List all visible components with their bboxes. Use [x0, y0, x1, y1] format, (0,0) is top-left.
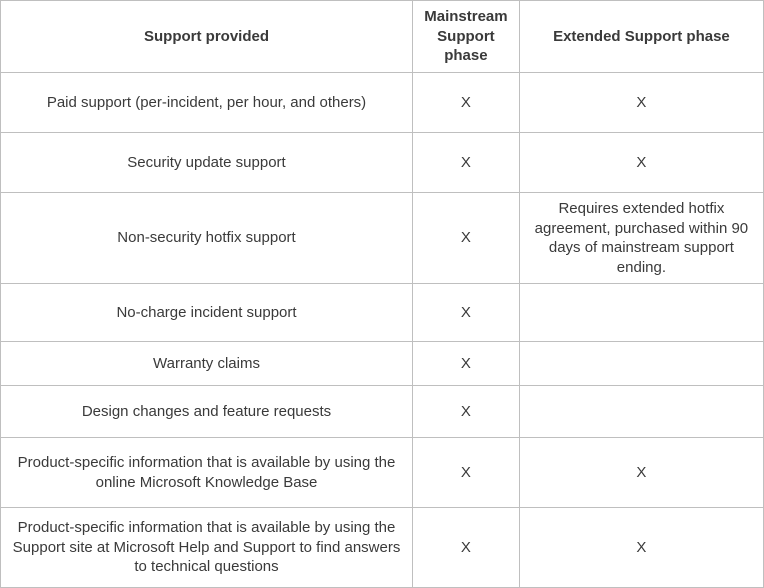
cell-support: Design changes and feature requests: [1, 386, 413, 438]
cell-extended: X: [519, 73, 763, 133]
cell-support: Product-specific information that is ava…: [1, 508, 413, 588]
cell-extended: [519, 386, 763, 438]
header-extended-support: Extended Support phase: [519, 1, 763, 73]
cell-extended: [519, 342, 763, 386]
cell-support: No-charge incident support: [1, 284, 413, 342]
cell-mainstream: X: [413, 386, 520, 438]
table-body: Paid support (per-incident, per hour, an…: [1, 73, 764, 588]
table-header: Support provided Mainstream Support phas…: [1, 1, 764, 73]
table-row: No-charge incident support X: [1, 284, 764, 342]
cell-mainstream: X: [413, 284, 520, 342]
header-mainstream-support: Mainstream Support phase: [413, 1, 520, 73]
cell-mainstream: X: [413, 193, 520, 284]
cell-mainstream: X: [413, 133, 520, 193]
table-row: Product-specific information that is ava…: [1, 508, 764, 588]
support-lifecycle-table: Support provided Mainstream Support phas…: [0, 0, 764, 588]
cell-extended: X: [519, 438, 763, 508]
cell-support: Security update support: [1, 133, 413, 193]
cell-extended: [519, 284, 763, 342]
cell-support: Non-security hotfix support: [1, 193, 413, 284]
cell-extended: Requires extended hotfix agreement, purc…: [519, 193, 763, 284]
table-row: Design changes and feature requests X: [1, 386, 764, 438]
table-row: Security update support X X: [1, 133, 764, 193]
table-row: Paid support (per-incident, per hour, an…: [1, 73, 764, 133]
cell-mainstream: X: [413, 438, 520, 508]
header-row: Support provided Mainstream Support phas…: [1, 1, 764, 73]
cell-extended: X: [519, 133, 763, 193]
cell-mainstream: X: [413, 508, 520, 588]
cell-mainstream: X: [413, 342, 520, 386]
cell-support: Warranty claims: [1, 342, 413, 386]
cell-support: Product-specific information that is ava…: [1, 438, 413, 508]
table-row: Warranty claims X: [1, 342, 764, 386]
table-row: Product-specific information that is ava…: [1, 438, 764, 508]
cell-support: Paid support (per-incident, per hour, an…: [1, 73, 413, 133]
table-row: Non-security hotfix support X Requires e…: [1, 193, 764, 284]
cell-extended: X: [519, 508, 763, 588]
header-support-provided: Support provided: [1, 1, 413, 73]
cell-mainstream: X: [413, 73, 520, 133]
